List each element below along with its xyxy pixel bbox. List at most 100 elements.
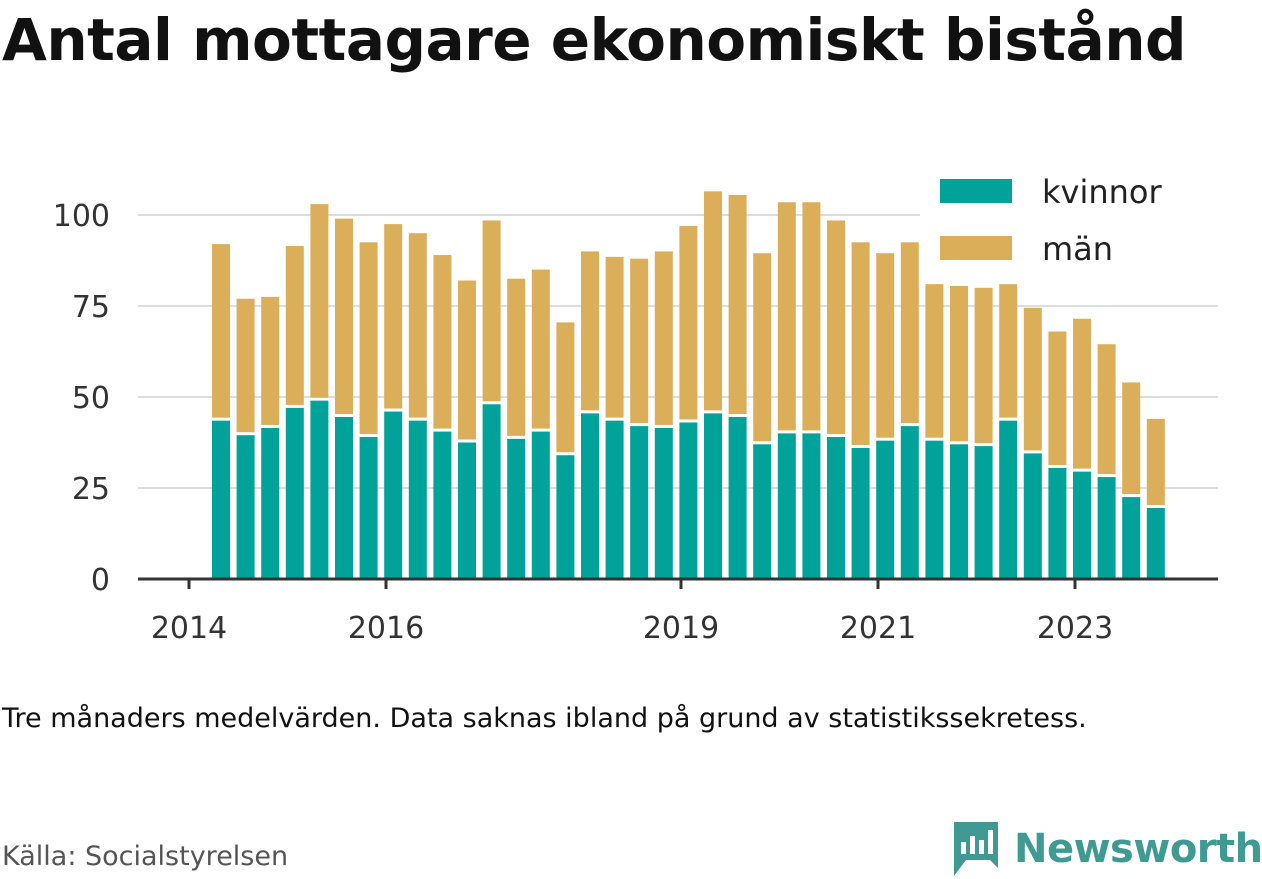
bar-man xyxy=(950,285,968,442)
bar-kvinnor xyxy=(556,455,575,579)
bar-kvinnor xyxy=(900,426,919,579)
bar-kvinnor xyxy=(1073,471,1091,579)
bar-kvinnor xyxy=(458,442,476,579)
bar-kvinnor xyxy=(704,413,722,579)
bar-man xyxy=(876,253,895,438)
bar-man xyxy=(679,225,698,420)
bar-man xyxy=(261,296,280,425)
legend: kvinnor män xyxy=(920,168,1220,280)
bar-kvinnor xyxy=(433,431,452,579)
x-tick-label: 2021 xyxy=(840,611,916,646)
bars xyxy=(212,191,1165,579)
axes: 0 25 50 75 100 2014 2016 2019 2021 2023 xyxy=(53,199,1218,646)
bar-kvinnor xyxy=(507,438,526,579)
bar-man xyxy=(974,287,993,444)
bar-kvinnor xyxy=(851,447,870,579)
bar-kvinnor xyxy=(605,420,624,579)
x-tick-label: 2023 xyxy=(1037,611,1113,646)
bar-man xyxy=(728,194,747,415)
bar-man xyxy=(1048,331,1067,465)
bar-kvinnor xyxy=(974,446,993,579)
x-tick-label: 2019 xyxy=(643,611,719,646)
bar-kvinnor xyxy=(408,420,427,579)
bar-man xyxy=(1023,307,1042,451)
y-tick-label: 0 xyxy=(91,563,110,598)
bar-man xyxy=(851,242,870,445)
bar-man xyxy=(704,191,722,411)
bar-man xyxy=(1097,344,1116,475)
bar-man xyxy=(1122,382,1141,495)
stacked-bar-chart: 0 25 50 75 100 2014 2016 2019 2021 2023 kvinnor m… xyxy=(52,168,1220,646)
bar-kvinnor xyxy=(1122,497,1141,579)
bar-man xyxy=(753,253,772,442)
bar-man xyxy=(827,220,845,435)
bar-kvinnor xyxy=(384,411,403,579)
bar-man xyxy=(630,258,649,424)
bar-man xyxy=(310,204,329,398)
bar-man xyxy=(581,251,599,411)
bar-kvinnor xyxy=(950,444,968,579)
bar-kvinnor xyxy=(236,435,255,579)
bar-kvinnor xyxy=(261,427,280,579)
bar-kvinnor xyxy=(359,437,378,579)
bar-kvinnor xyxy=(999,420,1018,579)
source-label: Källa: Socialstyrelsen xyxy=(2,841,289,872)
bar-kvinnor xyxy=(679,422,698,579)
bar-man xyxy=(654,251,673,425)
bar-man xyxy=(1146,418,1165,506)
bar-man xyxy=(482,220,501,402)
legend-swatch-kvinnor xyxy=(940,179,1012,203)
chart-title: Antal mottagare ekonomiskt bistånd xyxy=(2,6,1187,74)
newsworthy-logo: Newsworthy xyxy=(950,820,1262,878)
bar-kvinnor xyxy=(212,420,230,579)
bar-kvinnor xyxy=(335,417,353,579)
bar-man xyxy=(999,284,1018,418)
bar-man xyxy=(458,280,476,440)
bar-kvinnor xyxy=(827,437,845,579)
bar-man xyxy=(802,202,821,431)
bar-kvinnor xyxy=(876,440,895,579)
x-tick-label: 2016 xyxy=(348,611,424,646)
bar-kvinnor xyxy=(654,427,673,579)
bar-man xyxy=(359,242,378,435)
bar-man xyxy=(556,322,575,453)
bar-kvinnor xyxy=(482,404,501,579)
bar-man xyxy=(335,218,353,415)
bar-kvinnor xyxy=(630,426,649,579)
bar-kvinnor xyxy=(581,413,599,579)
bar-man xyxy=(433,255,452,429)
bar-kvinnor xyxy=(753,444,772,579)
brand-name: Newsworthy xyxy=(1014,826,1262,872)
bar-man xyxy=(236,298,255,433)
legend-label-man: män xyxy=(1042,230,1113,268)
bar-man xyxy=(605,256,624,418)
bar-man xyxy=(777,202,796,431)
y-tick-label: 100 xyxy=(53,199,110,234)
bar-kvinnor xyxy=(1023,453,1042,579)
bar-kvinnor xyxy=(802,433,821,579)
newsworthy-logo-icon xyxy=(954,822,998,876)
y-tick-label: 25 xyxy=(72,472,110,507)
bar-kvinnor xyxy=(925,440,944,579)
bar-kvinnor xyxy=(310,400,329,579)
bar-man xyxy=(285,245,304,405)
legend-label-kvinnor: kvinnor xyxy=(1042,173,1163,211)
bar-man xyxy=(212,244,230,418)
bar-man xyxy=(384,224,403,409)
bar-man xyxy=(408,233,427,418)
bar-man xyxy=(925,284,944,438)
bar-kvinnor xyxy=(1146,508,1165,579)
legend-swatch-man xyxy=(940,236,1012,260)
bar-man xyxy=(531,269,550,429)
y-tick-label: 50 xyxy=(72,381,110,416)
chart-note: Tre månaders medelvärden. Data saknas ib… xyxy=(2,703,1087,734)
bar-kvinnor xyxy=(531,431,550,579)
bar-kvinnor xyxy=(1097,477,1116,579)
bar-man xyxy=(900,242,919,424)
y-tick-label: 75 xyxy=(72,290,110,325)
bar-kvinnor xyxy=(1048,467,1067,579)
bar-kvinnor xyxy=(285,407,304,579)
bar-kvinnor xyxy=(728,417,747,579)
bar-kvinnor xyxy=(777,433,796,579)
bar-man xyxy=(507,278,526,436)
